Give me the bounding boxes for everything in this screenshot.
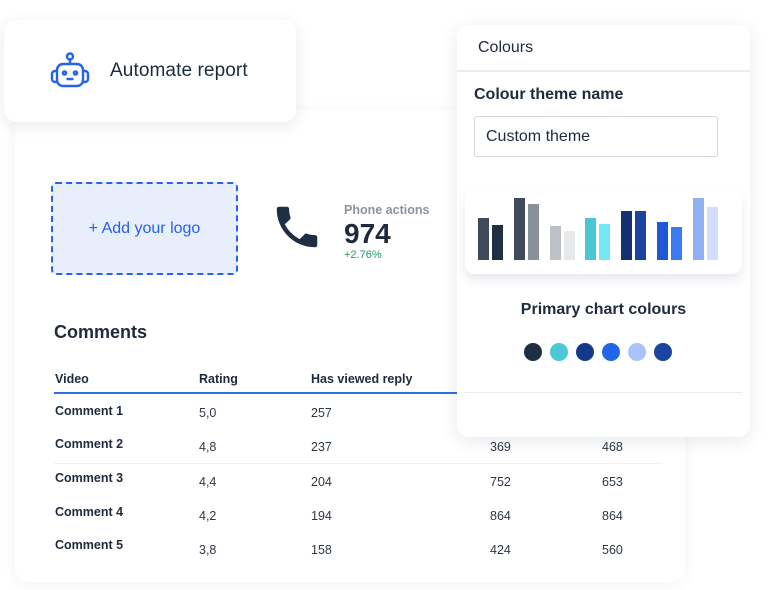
row-col4: 369 [490,440,511,454]
row-viewed: 237 [311,440,332,454]
row-rating: 3,8 [199,543,217,557]
row-col5: 560 [602,543,623,557]
row-viewed: 204 [311,475,332,489]
preview-bar [693,198,704,260]
colour-swatch-1[interactable] [524,343,542,361]
row-col5: 653 [602,475,623,489]
preview-bar [599,224,610,260]
row-col4: 424 [490,543,511,557]
row-viewed: 194 [311,509,332,523]
automate-report-button[interactable]: Automate report [4,20,296,122]
row-name: Comment 3 [55,471,124,485]
preview-bar [528,204,539,260]
kpi-delta: +2.76% [344,249,382,261]
column-header-has-viewed-reply[interactable]: Has viewed reply [311,372,413,386]
primary-colour-swatches [524,343,672,361]
row-viewed: 158 [311,543,332,557]
column-header-rating[interactable]: Rating [199,372,238,386]
colour-swatch-6[interactable] [654,343,672,361]
column-header-video[interactable]: Video [55,372,89,386]
colour-swatch-3[interactable] [576,343,594,361]
preview-bar [585,218,596,260]
preview-bar [707,207,718,260]
preview-bar [635,211,646,260]
row-name: Comment 2 [55,437,124,451]
row-col5: 468 [602,440,623,454]
row-col4: 864 [490,509,511,523]
row-col5: 864 [602,509,623,523]
preview-bar [657,222,668,260]
chart-preview [465,190,742,274]
preview-bar [478,218,489,260]
row-name: Comment 1 [55,404,124,418]
panel-divider [464,392,742,393]
row-viewed: 257 [311,406,332,420]
preview-bar [514,198,525,260]
row-name: Comment 4 [55,505,124,519]
preview-bar [492,225,503,260]
preview-bar [671,227,682,260]
row-rating: 4,8 [199,440,217,454]
row-rating: 4,2 [199,509,217,523]
preview-bar [550,226,561,260]
theme-name-input[interactable] [474,116,718,157]
row-rating: 4,4 [199,475,217,489]
automate-report-label: Automate report [110,60,248,81]
row-rating: 5,0 [199,406,217,420]
primary-colours-label: Primary chart colours [520,301,687,318]
colour-swatch-2[interactable] [550,343,568,361]
row-divider [54,463,662,464]
kpi-label: Phone actions [344,203,430,217]
panel-title: Colours [478,39,534,56]
preview-bar [564,231,575,260]
preview-bar [621,211,632,260]
row-name: Comment 5 [55,538,124,552]
robot-icon [48,52,92,92]
add-logo-button[interactable]: + Add your logo [51,182,238,275]
table-header-divider [54,392,464,394]
add-logo-label: + Add your logo [88,219,201,237]
panel-header-divider [457,70,750,72]
theme-name-label: Colour theme name [474,86,624,103]
colour-swatch-5[interactable] [628,343,646,361]
colours-panel: Colours Colour theme name Primary chart … [457,25,750,437]
kpi-value: 974 [344,218,391,249]
phone-icon [270,200,324,254]
comments-title: Comments [54,322,148,342]
colour-swatch-4[interactable] [602,343,620,361]
row-col4: 752 [490,475,511,489]
